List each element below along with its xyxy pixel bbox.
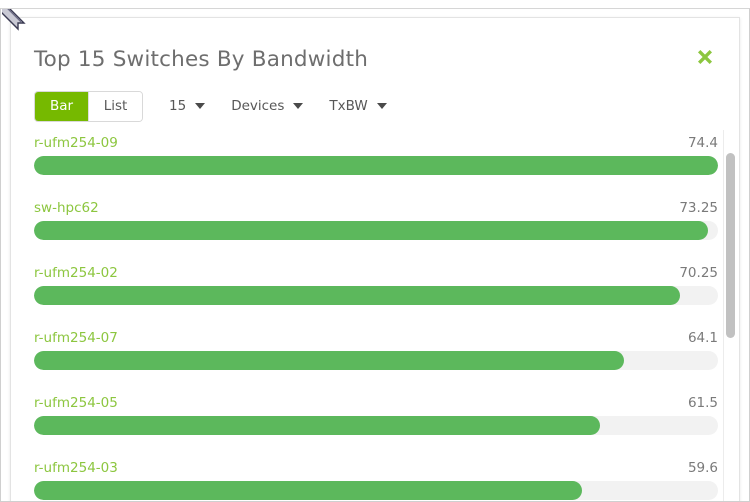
view-toggle-bar[interactable]: Bar [35,91,88,121]
bar-track [34,156,718,175]
bar-fill [34,221,708,240]
bar-fill [34,156,718,175]
bar-fill [34,481,582,500]
panel-header: Top 15 Switches By Bandwidth [11,18,739,82]
bar-row[interactable]: sw-hpc62 73.25 [11,195,739,260]
bar-fill [34,351,624,370]
view-toggle-group: Bar List [34,90,143,122]
bar-value: 73.25 [679,200,718,216]
widget-panel: Top 15 Switches By Bandwidth Bar List 15 [10,17,740,501]
bar-label[interactable]: r-ufm254-09 [34,135,118,151]
close-button[interactable] [692,44,718,70]
window-frame: Top 15 Switches By Bandwidth Bar List 15 [0,8,750,502]
dropdown-entity-label: Devices [231,98,285,114]
bar-fill [34,416,600,435]
dropdown-entity[interactable]: Devices [231,93,304,119]
bar-row[interactable]: r-ufm254-05 61.5 [11,390,739,455]
bar-row[interactable]: r-ufm254-03 59.6 [11,455,739,501]
bar-label[interactable]: r-ufm254-05 [34,395,118,411]
chevron-down-icon [195,103,206,109]
bar-track [34,481,718,500]
bar-row[interactable]: r-ufm254-07 64.1 [11,325,739,390]
chevron-down-icon [293,103,304,109]
view-toggle-list[interactable]: List [88,91,142,121]
dropdown-metric-label: TxBW [329,98,368,114]
bar-row-header: sw-hpc62 73.25 [34,195,718,221]
bar-value: 59.6 [687,460,718,476]
bar-row-header: r-ufm254-09 74.4 [34,130,718,156]
bar-chart-body: r-ufm254-09 74.4 sw-hpc62 73.25 r-ufm254-02 7… [11,130,739,501]
close-x-icon [695,47,715,67]
dropdown-count-label: 15 [169,98,187,114]
bar-value: 74.4 [687,135,718,151]
bar-track [34,221,718,240]
bar-row[interactable]: r-ufm254-09 74.4 [11,130,739,195]
bar-row-header: r-ufm254-05 61.5 [34,390,718,416]
bar-label[interactable]: sw-hpc62 [34,200,99,216]
bar-fill [34,286,680,305]
bar-row-header: r-ufm254-07 64.1 [34,325,718,351]
vertical-scrollbar[interactable] [723,130,737,501]
bar-value: 64.1 [687,330,718,346]
scrollbar-thumb[interactable] [726,153,735,338]
bar-label[interactable]: r-ufm254-03 [34,460,118,476]
bar-label[interactable]: r-ufm254-07 [34,330,118,346]
bar-label[interactable]: r-ufm254-02 [34,265,118,281]
dropdown-count[interactable]: 15 [169,93,206,119]
toolbar: Bar List 15 Devices TxBW [11,82,739,130]
bar-value: 70.25 [679,265,718,281]
bar-track [34,416,718,435]
bar-track [34,286,718,305]
bar-value: 61.5 [687,395,718,411]
page-title: Top 15 Switches By Bandwidth [34,47,369,72]
bar-row[interactable]: r-ufm254-02 70.25 [11,260,739,325]
bar-row-header: r-ufm254-03 59.6 [34,455,718,481]
bar-chart-rows: r-ufm254-09 74.4 sw-hpc62 73.25 r-ufm254-02 7… [11,130,739,501]
bar-track [34,351,718,370]
chevron-down-icon [376,103,387,109]
dropdown-metric[interactable]: TxBW [329,93,387,119]
bar-row-header: r-ufm254-02 70.25 [34,260,718,286]
